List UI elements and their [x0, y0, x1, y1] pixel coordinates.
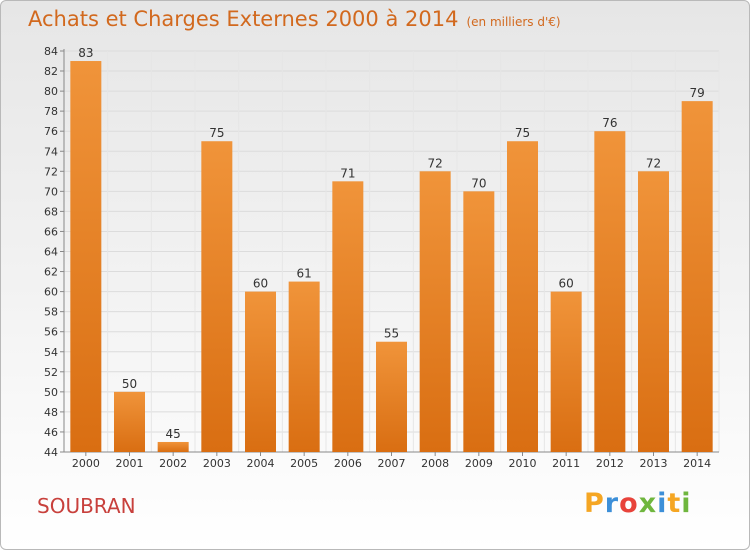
logo-letter: P	[584, 488, 605, 519]
bar	[114, 391, 145, 452]
data-label: 72	[646, 156, 661, 170]
y-tick-label: 76	[44, 125, 58, 138]
x-tick-label: 2014	[683, 457, 711, 470]
data-label: 76	[602, 116, 617, 130]
bar	[201, 141, 233, 452]
y-tick-label: 80	[44, 85, 58, 98]
x-tick-label: 2012	[596, 457, 624, 470]
x-tick-label: 2000	[72, 457, 100, 470]
title-line: Achats et Charges Externes 2000 à 2014 (e…	[28, 7, 561, 31]
bar	[681, 101, 713, 452]
y-tick-label: 84	[44, 45, 58, 58]
logo-letter: t	[667, 488, 682, 519]
bar	[376, 341, 407, 452]
y-tick-label: 72	[44, 165, 58, 178]
x-tick-label: 2009	[465, 457, 493, 470]
y-tick-label: 58	[44, 306, 58, 319]
y-tick-label: 54	[44, 346, 58, 359]
x-tick-label: 2001	[116, 457, 144, 470]
y-tick-label: 46	[44, 426, 58, 439]
x-tick-label: 2003	[203, 457, 231, 470]
bar	[507, 141, 538, 452]
logo-letter: o	[619, 488, 639, 519]
logo-letter: r	[604, 488, 620, 519]
data-label: 55	[384, 327, 399, 341]
y-tick-label: 60	[44, 286, 58, 299]
data-label: 75	[515, 126, 530, 140]
bar	[638, 171, 669, 453]
y-tick-label: 70	[44, 185, 58, 198]
y-tick-label: 50	[44, 386, 58, 399]
x-tick-label: 2013	[640, 457, 668, 470]
x-tick-label: 2007	[378, 457, 406, 470]
logo-letter: i	[681, 488, 692, 519]
commune-name: SOUBRAN	[37, 494, 136, 518]
data-label: 50	[122, 377, 137, 391]
y-tick-label: 68	[44, 205, 58, 218]
data-label: 70	[471, 176, 486, 190]
x-tick-label: 2008	[421, 457, 449, 470]
logo-letter: x	[638, 488, 658, 519]
bar	[550, 291, 582, 452]
bar	[463, 191, 495, 452]
data-label: 71	[340, 166, 355, 180]
data-label: 61	[297, 267, 312, 281]
x-tick-label: 2010	[509, 457, 537, 470]
data-label: 60	[559, 277, 574, 291]
y-tick-label: 82	[44, 65, 58, 78]
x-tick-label: 2011	[552, 457, 580, 470]
logo-letter: i	[657, 488, 668, 519]
data-label: 79	[690, 86, 705, 100]
y-tick-label: 44	[44, 446, 58, 459]
chart-title: Achats et Charges Externes 2000 à 2014	[28, 7, 459, 31]
data-label: 72	[428, 156, 443, 170]
bar	[70, 61, 102, 453]
y-tick-label: 52	[44, 366, 58, 379]
bar	[594, 131, 626, 452]
y-tick-label: 62	[44, 266, 58, 279]
bar	[288, 281, 320, 452]
data-label: 60	[253, 277, 268, 291]
x-tick-label: 2004	[247, 457, 275, 470]
bar	[245, 291, 276, 452]
data-label: 83	[78, 46, 93, 60]
bar	[332, 181, 364, 452]
y-tick-label: 78	[44, 105, 58, 118]
bars	[70, 61, 713, 453]
y-tick-label: 56	[44, 326, 58, 339]
x-tick-label: 2006	[334, 457, 362, 470]
chart-subtitle: (en milliers d'€)	[466, 15, 561, 29]
data-label: 75	[209, 126, 224, 140]
y-tick-label: 74	[44, 145, 58, 158]
y-tick-label: 66	[44, 225, 58, 238]
y-tick-label: 64	[44, 246, 58, 259]
x-tick-label: 2002	[159, 457, 187, 470]
x-tick-label: 2005	[290, 457, 318, 470]
proxiti-logo: Proxiti	[584, 488, 692, 519]
y-tick-label: 48	[44, 406, 58, 419]
labels: 44 46 48 50 52 54 56 58 60 62 64 66 68 70 72 74 76 78 80 82…	[44, 45, 711, 470]
bar	[157, 441, 189, 452]
data-label: 45	[166, 427, 181, 441]
bar	[419, 171, 451, 453]
